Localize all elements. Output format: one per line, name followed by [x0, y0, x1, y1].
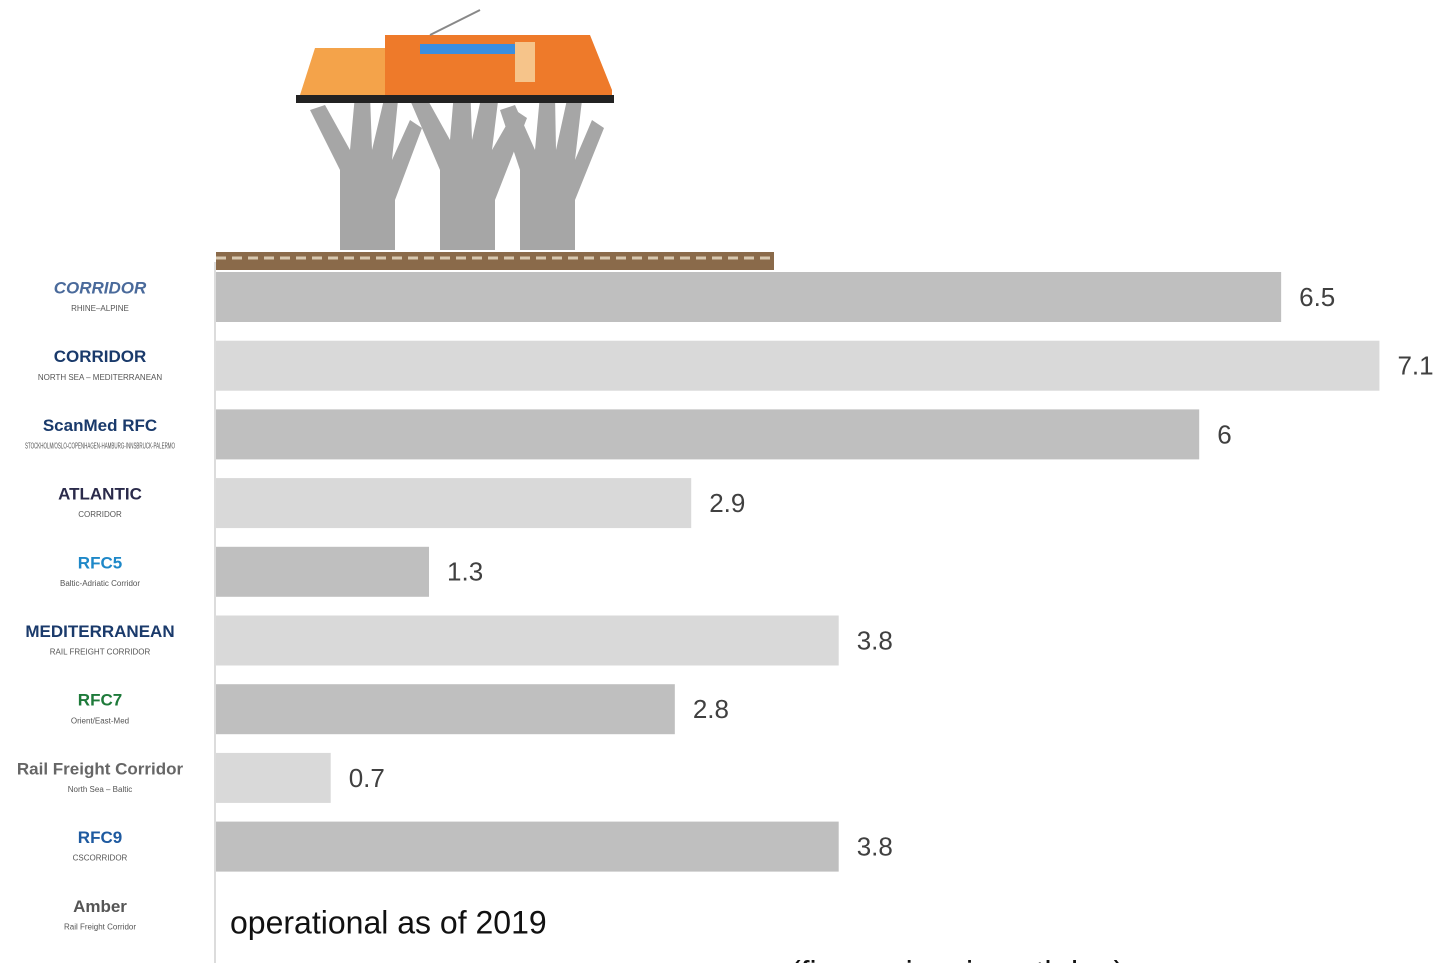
value-label: 6.5 [1299, 282, 1335, 312]
category-label: RFC9 [78, 828, 122, 847]
category-label: CORRIDOR [54, 347, 147, 366]
bar [216, 409, 1200, 460]
category-subtitle: CORRIDOR [78, 510, 122, 519]
train-illustration [216, 9, 774, 270]
category-label: ATLANTIC [58, 485, 142, 504]
annotation: operational as of 2019 [230, 904, 547, 940]
annotation: (figures in min path km) [790, 954, 1124, 963]
bar [216, 546, 430, 597]
category-subtitle: RAIL FREIGHT CORRIDOR [50, 648, 151, 657]
category-subtitle: Baltic-Adriatic Corridor [60, 579, 140, 588]
value-label: 1.3 [447, 557, 483, 587]
value-label: 2.9 [709, 488, 745, 518]
category-label: Amber [73, 897, 127, 916]
category-label: Rail Freight Corridor [17, 759, 184, 778]
category-label: CORRIDOR [54, 278, 147, 297]
bar [216, 340, 1380, 391]
bar [216, 821, 839, 872]
category-subtitle: Orient/East-Med [71, 716, 129, 725]
value-label: 0.7 [349, 763, 385, 793]
category-subtitle: RHINE–ALPINE [71, 304, 129, 313]
value-label: 3.8 [857, 625, 893, 655]
category-label: ScanMed RFC [43, 416, 157, 435]
value-label: 2.8 [693, 694, 729, 724]
bar [216, 478, 692, 529]
category-label: RFC5 [78, 553, 122, 572]
category-label: MEDITERRANEAN [25, 622, 174, 641]
category-subtitle: NORTH SEA – MEDITERRANEAN [38, 373, 163, 382]
bar [216, 752, 331, 803]
category-subtitle: Rail Freight Corridor [64, 922, 136, 931]
bar [216, 615, 839, 666]
value-label: 7.1 [1397, 351, 1433, 381]
category-subtitle: North Sea – Baltic [68, 785, 132, 794]
bar [216, 684, 675, 735]
value-label: 3.8 [857, 831, 893, 861]
category-label: RFC7 [78, 691, 122, 710]
category-subtitle: CSCORRIDOR [73, 854, 128, 863]
bar [216, 272, 1282, 322]
value-label: 6 [1217, 419, 1231, 449]
category-subtitle: STOCKHOLM/OSLO-COPENHAGEN-HAMBURG-INNSBR… [25, 442, 175, 451]
